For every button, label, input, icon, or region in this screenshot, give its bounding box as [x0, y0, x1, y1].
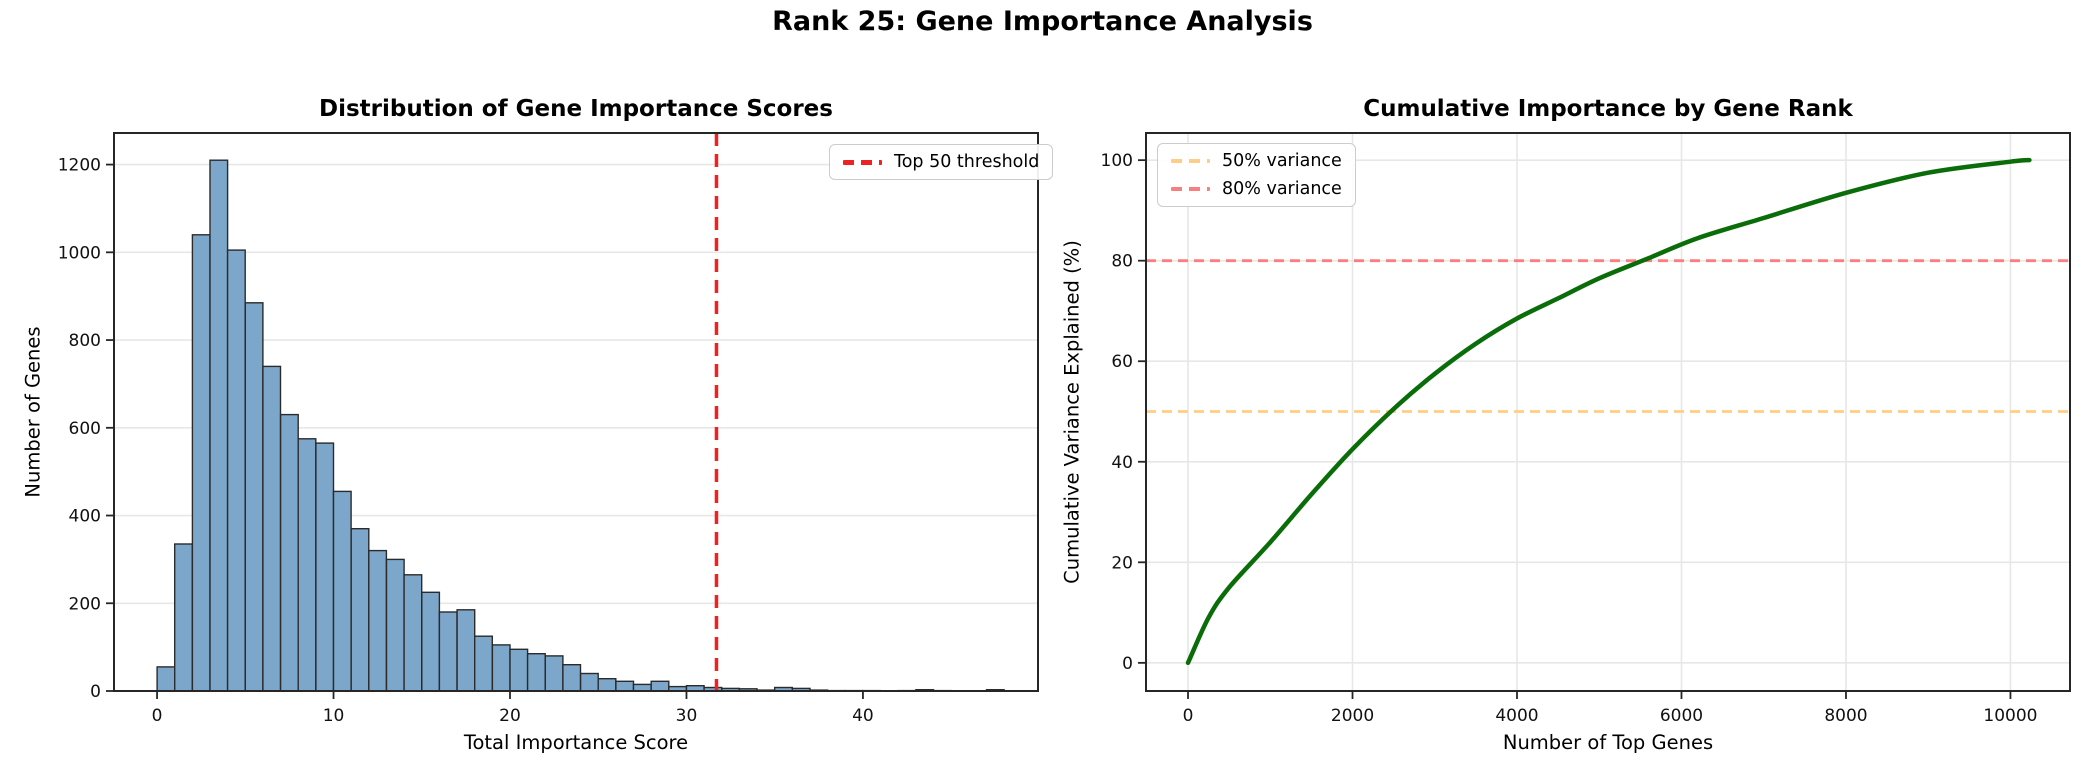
figure-suptitle: Rank 25: Gene Importance Analysis	[772, 6, 1313, 37]
x-tick-label: 6000	[1660, 706, 1703, 726]
y-tick-label: 200	[69, 594, 101, 614]
y-tick-label: 1200	[58, 156, 101, 176]
histogram-bar	[350, 528, 370, 692]
legend-label: 50% variance	[1222, 151, 1342, 171]
legend-entry-80pct: 80% variance	[1171, 179, 1342, 199]
histogram-bar	[209, 159, 229, 692]
axes-spines	[1145, 132, 2071, 692]
histogram-bar	[509, 648, 529, 692]
x-tick-label: 2000	[1331, 706, 1374, 726]
y-tick-label: 60	[1111, 352, 1133, 372]
y-tick-label: 1000	[58, 243, 101, 263]
y-tick-label: 80	[1111, 252, 1133, 272]
cumulative-legend: 50% variance 80% variance	[1157, 143, 1356, 207]
legend-label: Top 50 threshold	[894, 152, 1040, 172]
histogram-bar	[650, 680, 670, 692]
legend-entry-threshold: Top 50 threshold	[843, 152, 1039, 172]
histogram-bar	[191, 234, 211, 692]
salmon-dashed-line-icon	[1171, 187, 1210, 191]
y-tick-label: 0	[1122, 654, 1133, 674]
histogram-legend: Top 50 threshold	[829, 144, 1054, 180]
histogram-bar	[244, 302, 264, 692]
histogram-bar	[297, 438, 317, 692]
x-tick-label: 10000	[1983, 706, 2037, 726]
orange-dashed-line-icon	[1171, 159, 1210, 163]
legend-label: 80% variance	[1222, 179, 1342, 199]
cumulative-title: Cumulative Importance by Gene Rank	[1363, 96, 1853, 122]
x-tick-label: 4000	[1495, 706, 1538, 726]
histogram-xlabel: Total Importance Score	[463, 731, 689, 754]
x-tick-label: 30	[676, 706, 698, 726]
y-tick-label: 20	[1111, 553, 1133, 573]
histogram-ylabel: Number of Genes	[21, 326, 45, 498]
x-tick-label: 8000	[1824, 706, 1867, 726]
histogram-bar	[173, 543, 193, 692]
histogram-bar	[579, 672, 599, 692]
histogram-bar	[474, 635, 494, 692]
histogram-bar	[562, 664, 582, 692]
x-tick-label: 10	[323, 706, 345, 726]
legend-entry-50pct: 50% variance	[1171, 151, 1342, 171]
axes-spines	[113, 132, 1039, 692]
histogram-bar	[597, 678, 617, 692]
histogram-bar	[615, 680, 635, 692]
histogram-bar	[421, 591, 441, 692]
histogram-bar	[456, 609, 476, 692]
histogram-title: Distribution of Gene Importance Scores	[319, 96, 833, 122]
y-tick-label: 40	[1111, 453, 1133, 473]
red-dashed-line-icon	[843, 159, 882, 165]
y-tick-label: 600	[69, 419, 101, 439]
histogram-bar	[368, 549, 388, 692]
cumulative-ylabel: Cumulative Variance Explained (%)	[1060, 240, 1084, 584]
histogram-bar	[544, 655, 564, 692]
cumulative-curve	[1185, 157, 2032, 666]
x-tick-label: 20	[499, 706, 521, 726]
y-tick-label: 800	[69, 331, 101, 351]
cumulative-xlabel: Number of Top Genes	[1502, 731, 1714, 754]
histogram-bar	[438, 611, 458, 692]
histogram-bar	[315, 442, 335, 692]
histogram-bar	[279, 413, 299, 692]
y-tick-label: 100	[1101, 151, 1133, 171]
x-tick-label: 40	[852, 706, 874, 726]
histogram-bar	[526, 653, 546, 692]
histogram-bar	[226, 249, 246, 692]
x-tick-label: 0	[152, 706, 163, 726]
histogram-bar	[262, 365, 282, 692]
histogram-bar	[491, 644, 511, 692]
histogram-bar	[156, 666, 176, 692]
histogram-bar	[385, 558, 405, 692]
histogram-bar	[332, 490, 352, 692]
histogram-bar	[403, 574, 423, 692]
y-tick-label: 0	[90, 682, 101, 702]
x-tick-label: 0	[1183, 706, 1194, 726]
cumulative-plot: 0 2000 4000 6000 8000 10000 0 20 40 60 80 100	[1101, 132, 2071, 726]
y-tick-label: 400	[69, 507, 101, 527]
